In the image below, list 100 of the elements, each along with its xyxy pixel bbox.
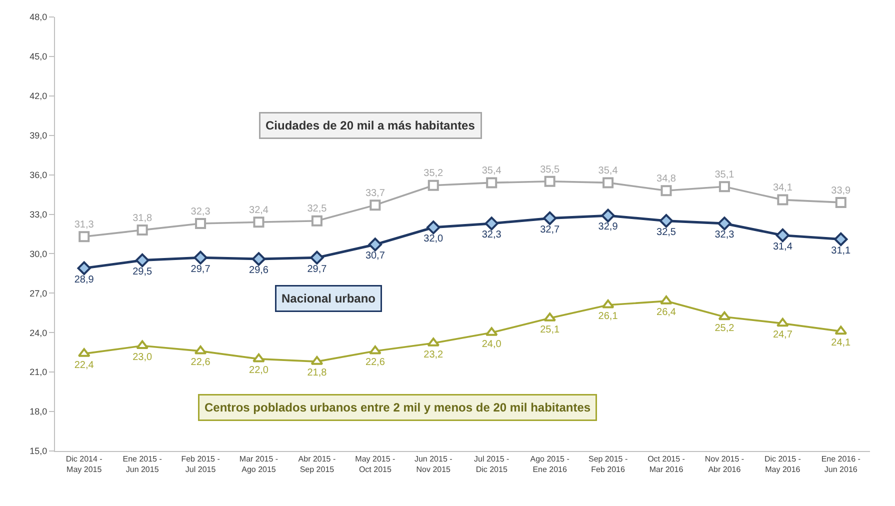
data-label: 33,7 [365, 188, 386, 199]
data-label: 34,8 [656, 173, 676, 184]
x-tick-label: Nov 2015 - Abr 2016 [704, 454, 744, 474]
point [135, 253, 150, 268]
point [78, 231, 90, 242]
data-label: 22,6 [365, 357, 386, 368]
data-label: 28,9 [74, 274, 94, 286]
data-label: 26,4 [656, 307, 676, 318]
point [601, 208, 615, 222]
point [544, 176, 556, 187]
data-label: 26,1 [598, 311, 618, 322]
y-tick-label: 42,0 [30, 91, 48, 102]
data-label: 32,0 [424, 234, 444, 245]
data-label: 35,4 [598, 166, 618, 177]
y-tick-label: 45,0 [30, 52, 48, 62]
data-label: 32,3 [190, 206, 211, 218]
y-tick-label: 18,0 [30, 406, 48, 417]
point [777, 194, 788, 206]
y-tick-label: 15,0 [30, 446, 48, 456]
point [136, 224, 148, 236]
point [718, 181, 730, 192]
y-tick-label: 21,0 [30, 367, 48, 378]
point [834, 326, 848, 335]
data-label: 25,1 [540, 324, 560, 336]
data-label: 29,6 [249, 265, 269, 276]
data-label: 22,4 [74, 360, 94, 371]
point [310, 250, 324, 265]
point [252, 252, 266, 266]
text: Ciudades de 20 mil a más habitantes [266, 118, 476, 132]
point [602, 177, 614, 188]
point [486, 177, 498, 188]
data-label: 32,4 [249, 205, 269, 216]
point [428, 180, 439, 191]
x-tick-label: Jun 2015 - Nov 2015 [414, 454, 453, 474]
point [776, 318, 789, 327]
point [253, 216, 264, 228]
data-label: 22,0 [249, 365, 269, 376]
point [660, 185, 672, 196]
y-tick-label: 27,0 [30, 288, 48, 298]
data-label: 35,2 [424, 168, 444, 180]
data-label: 31,3 [74, 220, 94, 231]
x-tick-label: Ene 2015 - Jun 2015 [122, 454, 162, 474]
data-label: 24,7 [772, 330, 793, 341]
point [194, 250, 208, 265]
text: Nacional urbano [282, 292, 376, 306]
data-label: 32,3 [482, 230, 502, 241]
data-label: 32,3 [714, 230, 735, 241]
x-tick-label: Mar 2015 - Ago 2015 [239, 454, 278, 474]
data-label: 25,2 [714, 322, 735, 334]
y-tick-label: 33,0 [30, 209, 48, 220]
data-label: 24,0 [482, 338, 502, 350]
text: Centros poblados urbanos entre 2 mil y menos de 20 mil habitantes [204, 400, 591, 414]
point [136, 340, 149, 350]
point [834, 232, 848, 246]
data-label: 21,8 [307, 368, 328, 379]
data-label: 29,7 [190, 264, 211, 275]
data-label: 22,6 [190, 357, 211, 368]
x-tick-label: Feb 2015 - Jul 2015 [181, 454, 220, 474]
x-tick-label: Ago 2015 - Ene 2016 [530, 454, 570, 474]
point [368, 238, 382, 252]
point [195, 218, 206, 229]
data-label: 35,5 [540, 164, 560, 176]
data-label: 29,7 [307, 264, 328, 275]
point [776, 228, 790, 242]
x-tick-label: Sep 2015 - Feb 2016 [588, 454, 628, 474]
point [252, 353, 265, 362]
point [659, 214, 674, 228]
data-label: 32,9 [598, 222, 618, 233]
data-label: 30,7 [365, 250, 386, 262]
data-label: 31,1 [831, 245, 852, 256]
data-label: 35,4 [482, 166, 502, 177]
point [311, 215, 322, 226]
data-label: 33,9 [831, 185, 852, 196]
x-tick-label: Jul 2015 - Dic 2015 [474, 454, 510, 474]
x-tick-label: Abr 2015 - Sep 2015 [298, 454, 336, 474]
x-tick-label: Dic 2015 - May 2016 [764, 454, 802, 474]
data-label: 29,5 [132, 266, 152, 278]
data-label: 34,1 [772, 182, 793, 194]
y-tick-label: 24,0 [30, 328, 48, 338]
x-tick-label: May 2015 - Oct 2015 [355, 454, 396, 474]
x-tick-label: Ene 2016 - Jun 2016 [821, 454, 861, 474]
point [426, 220, 440, 234]
point [718, 311, 731, 320]
point [370, 200, 381, 211]
x-tick-label: Oct 2015 - Mar 2016 [648, 454, 686, 474]
point [484, 216, 498, 230]
y-tick-label: 30,0 [30, 248, 48, 259]
y-tick-label: 48,0 [30, 12, 48, 22]
point [718, 216, 732, 230]
data-label: 31,4 [772, 241, 793, 252]
data-label: 31,8 [132, 212, 152, 224]
data-label: 32,5 [656, 226, 676, 238]
point [835, 196, 846, 208]
x-tick-label: Dic 2014 - May 2015 [66, 454, 103, 474]
point [77, 261, 91, 276]
data-label: 32,7 [540, 224, 560, 236]
point [660, 296, 672, 304]
data-label: 35,1 [714, 170, 735, 181]
point [542, 211, 557, 226]
data-label: 23,0 [132, 352, 152, 363]
